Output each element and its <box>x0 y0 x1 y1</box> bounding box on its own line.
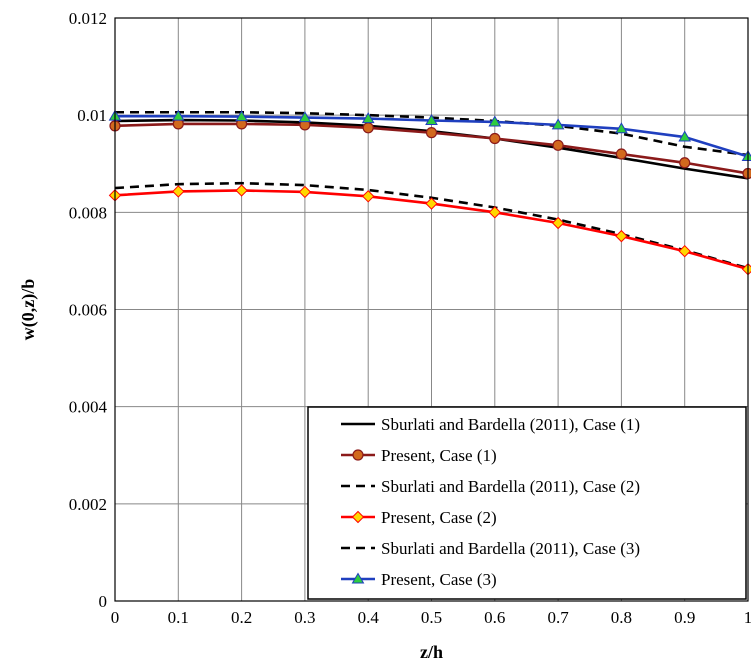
data-point-series-4 <box>741 262 751 276</box>
legend-box <box>307 406 747 600</box>
x-tick-labels: 0 0.1 0.2 0.3 0.4 0.5 0.6 0.7 0.8 0.9 1 <box>111 608 751 627</box>
y-tick-labels: 0 0.002 0.004 0.006 0.008 0.01 0.012 <box>69 9 108 611</box>
x-tick-label: 0.8 <box>611 608 632 627</box>
data-point-series-4 <box>298 185 312 199</box>
legend-label-2: Present, Case (1) <box>381 446 497 465</box>
legend: Sburlati and Bardella (2011), Case (1) Pr… <box>307 406 747 600</box>
x-tick-label: 1 <box>744 608 751 627</box>
legend-label-1: Sburlati and Bardella (2011), Case (1) <box>381 415 640 434</box>
x-tick-label: 0.9 <box>674 608 695 627</box>
data-point-series-6 <box>235 110 248 122</box>
x-tick-label: 0.6 <box>484 608 505 627</box>
data-point-series-4 <box>615 229 628 243</box>
data-point-series-6 <box>678 130 692 142</box>
x-tick-label: 0.2 <box>231 608 252 627</box>
y-tick-label: 0.002 <box>69 495 107 514</box>
data-point-series-6 <box>298 111 312 123</box>
legend-marker-6 <box>351 572 365 584</box>
plot-frame <box>114 17 749 602</box>
legend-label-3: Sburlati and Bardella (2011), Case (2) <box>381 477 640 496</box>
y-tick-label: 0 <box>99 592 108 611</box>
y-tick-label: 0.012 <box>69 9 107 28</box>
series-markers <box>108 109 751 276</box>
data-point-series-6 <box>361 112 375 124</box>
data-point-series-6 <box>615 122 628 134</box>
data-point-series-2 <box>615 148 628 160</box>
data-point-series-2 <box>742 167 751 180</box>
data-point-series-4 <box>172 185 185 198</box>
data-point-series-2 <box>362 122 374 134</box>
legend-marker-2 <box>352 449 364 461</box>
y-tick-label: 0.006 <box>69 301 107 320</box>
legend-label-6: Present, Case (3) <box>381 570 497 589</box>
legend-label-4: Present, Case (2) <box>381 508 497 527</box>
y-tick-label: 0.008 <box>69 203 107 222</box>
data-point-series-4 <box>488 206 502 219</box>
y-tick-label: 0.01 <box>77 106 107 125</box>
data-point-series-4 <box>425 197 438 210</box>
x-tick-label: 0.3 <box>294 608 315 627</box>
data-point-series-6 <box>171 109 185 121</box>
x-tick-label: 0.1 <box>168 608 189 627</box>
data-point-series-2 <box>425 127 438 139</box>
x-tick-label: 0 <box>111 608 120 627</box>
data-point-series-4 <box>235 184 248 197</box>
data-point-series-6 <box>425 114 438 126</box>
data-point-series-4 <box>551 216 565 230</box>
x-axis-label: z/h <box>420 642 443 662</box>
y-tick-label: 0.004 <box>69 398 108 417</box>
data-point-series-6 <box>551 118 565 130</box>
legend-label-5: Sburlati and Bardella (2011), Case (3) <box>381 539 640 558</box>
data-point-series-4 <box>361 190 375 203</box>
x-tick-label: 0.4 <box>358 608 380 627</box>
x-tick-label: 0.5 <box>421 608 442 627</box>
legend-marker-4 <box>351 510 365 524</box>
data-point-series-6 <box>488 115 502 127</box>
data-point-series-2 <box>552 139 564 151</box>
data-point-series-2 <box>489 132 501 145</box>
y-axis-label: w(0,z)/b <box>18 279 39 341</box>
data-point-series-2 <box>679 157 691 169</box>
data-point-series-4 <box>678 244 691 258</box>
x-tick-label: 0.7 <box>547 608 569 627</box>
